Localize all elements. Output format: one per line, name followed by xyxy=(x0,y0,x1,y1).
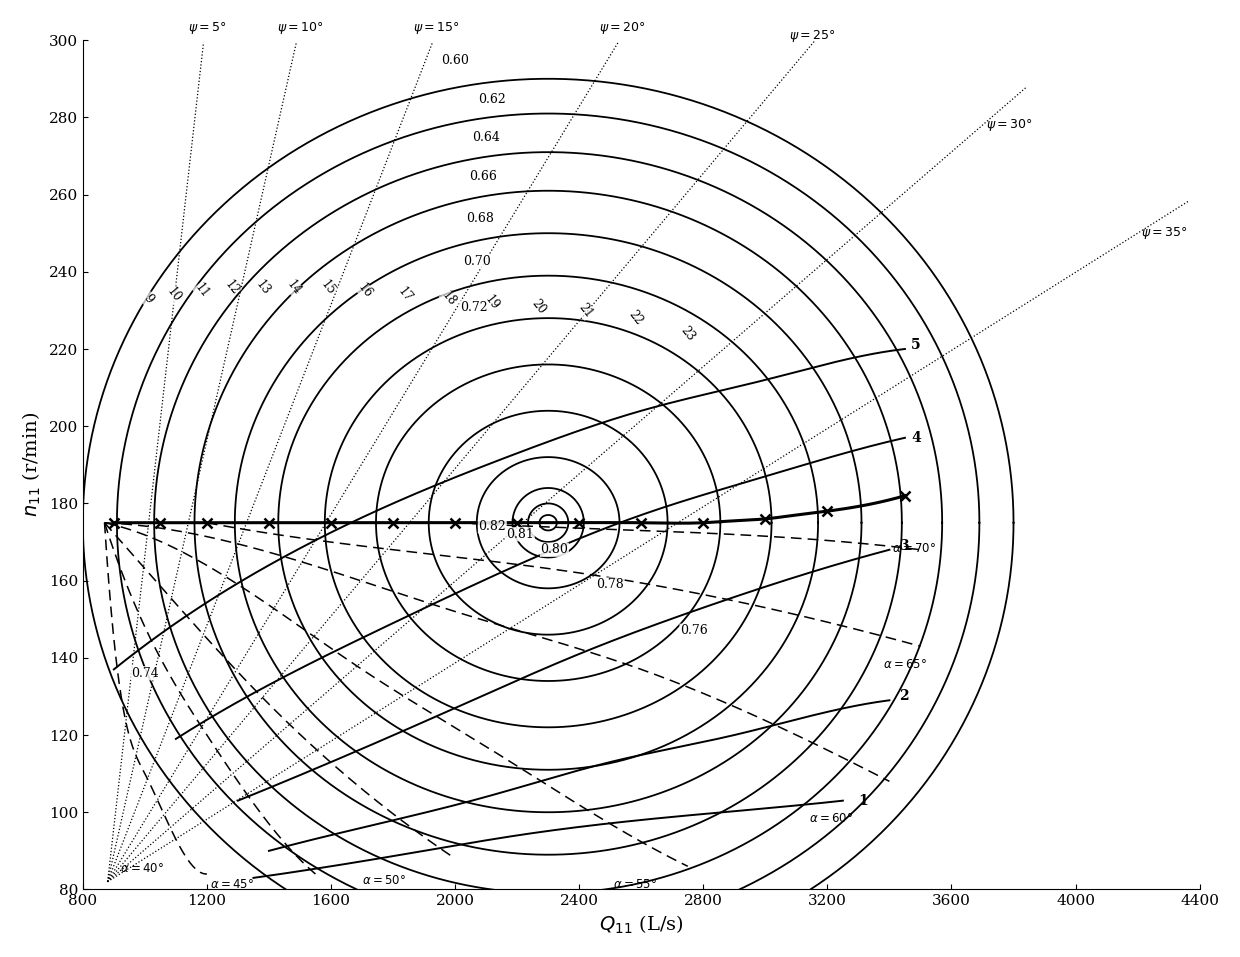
Text: 0.72: 0.72 xyxy=(460,301,487,314)
Text: $\alpha=70°$: $\alpha=70°$ xyxy=(893,542,936,555)
Text: 14: 14 xyxy=(284,278,304,297)
Text: 12: 12 xyxy=(222,278,242,297)
Text: 16: 16 xyxy=(356,281,374,300)
Text: $\alpha=55°$: $\alpha=55°$ xyxy=(613,878,657,891)
Text: 4: 4 xyxy=(911,431,921,445)
Text: 0.64: 0.64 xyxy=(472,131,500,145)
Text: 9: 9 xyxy=(140,292,155,306)
Text: $\alpha=65°$: $\alpha=65°$ xyxy=(883,657,926,671)
Text: 0.76: 0.76 xyxy=(680,624,708,637)
Text: 15: 15 xyxy=(319,278,337,297)
Text: 1: 1 xyxy=(858,793,868,808)
Text: 5: 5 xyxy=(911,338,921,352)
Text: $\alpha=50°$: $\alpha=50°$ xyxy=(362,874,405,887)
Text: $\psi=10°$: $\psi=10°$ xyxy=(277,20,324,36)
Text: 0.74: 0.74 xyxy=(131,667,159,679)
Text: $\alpha=45°$: $\alpha=45°$ xyxy=(210,878,254,891)
Text: 21: 21 xyxy=(575,300,595,321)
Text: 0.81: 0.81 xyxy=(506,528,534,541)
Text: $\psi=20°$: $\psi=20°$ xyxy=(599,20,646,36)
Text: 0.60: 0.60 xyxy=(441,55,469,67)
Text: $\psi=25°$: $\psi=25°$ xyxy=(789,28,836,44)
Text: 23: 23 xyxy=(678,323,697,344)
Text: $\psi=30°$: $\psi=30°$ xyxy=(986,117,1032,133)
Text: 0.68: 0.68 xyxy=(466,212,494,226)
Text: 18: 18 xyxy=(439,289,459,309)
Text: 19: 19 xyxy=(482,293,502,313)
Text: $\alpha=60°$: $\alpha=60°$ xyxy=(808,812,852,825)
Text: 3: 3 xyxy=(899,539,909,553)
Text: $\psi=35°$: $\psi=35°$ xyxy=(1141,225,1188,241)
Text: $\alpha=40°$: $\alpha=40°$ xyxy=(120,862,164,876)
Text: 0.82: 0.82 xyxy=(479,520,506,533)
Text: 2: 2 xyxy=(899,689,909,703)
Text: 13: 13 xyxy=(253,278,273,297)
Text: $\psi=5°$: $\psi=5°$ xyxy=(187,20,226,36)
Text: $\psi=15°$: $\psi=15°$ xyxy=(413,20,460,36)
Text: 0.78: 0.78 xyxy=(596,578,624,591)
Text: 11: 11 xyxy=(192,281,212,300)
Text: 10: 10 xyxy=(165,285,184,305)
Text: 0.62: 0.62 xyxy=(479,93,506,106)
Text: 22: 22 xyxy=(625,308,645,328)
Y-axis label: $n_{11}$ (r/min): $n_{11}$ (r/min) xyxy=(21,412,43,518)
X-axis label: $Q_{11}$ (L/s): $Q_{11}$ (L/s) xyxy=(599,914,683,936)
Text: 20: 20 xyxy=(529,297,548,317)
Text: 0.70: 0.70 xyxy=(463,255,491,268)
Text: 0.66: 0.66 xyxy=(469,170,497,183)
Text: 17: 17 xyxy=(396,285,415,305)
Text: 0.80: 0.80 xyxy=(541,544,568,556)
